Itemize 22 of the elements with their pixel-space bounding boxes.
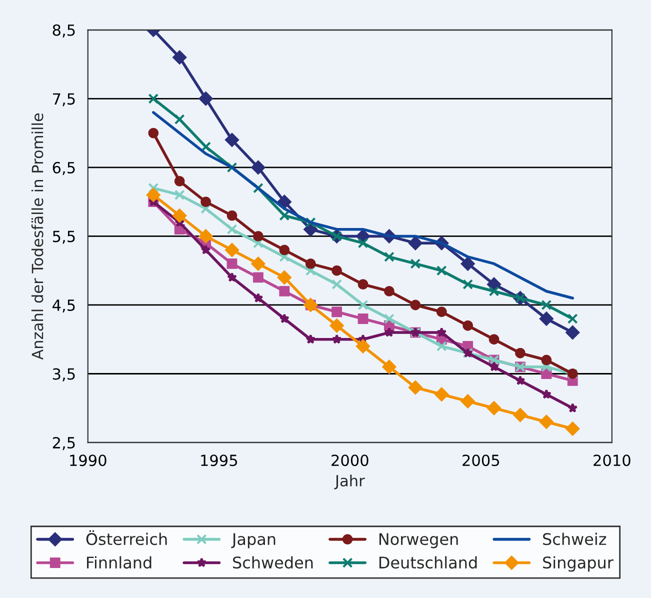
legend-label: Schweden	[233, 556, 313, 569]
y-tick-label: 5,5	[52, 230, 75, 244]
y-tick-label: 6,5	[52, 162, 75, 176]
legend-label: Japan	[231, 533, 276, 548]
x-tick-label: 2000	[332, 454, 368, 466]
y-axis-title: Anzahl der Todesfälle in Promille	[31, 113, 44, 360]
legend-label: Schweiz	[543, 532, 606, 546]
x-tick-label: 1990	[70, 454, 106, 466]
legend-label: Singapur	[543, 556, 614, 572]
y-tick-label: 7,5	[53, 93, 75, 106]
legend-label: Deutschland	[379, 556, 477, 569]
y-tick-label: 3,5	[52, 368, 75, 382]
y-tick-label: 4,5	[52, 300, 75, 313]
legend-label: Norwegen	[379, 533, 458, 548]
x-tick-label: 1995	[201, 454, 238, 466]
legend-label: Finnland	[87, 556, 152, 569]
y-tick-label: 2,5	[52, 436, 75, 450]
legend-label: Österreich	[86, 530, 167, 546]
y-tick-label: 8,5	[52, 24, 75, 38]
x-tick-label: 2010	[594, 454, 630, 466]
x-tick-label: 2005	[462, 454, 500, 466]
x-axis-title: Jahr	[334, 474, 365, 490]
